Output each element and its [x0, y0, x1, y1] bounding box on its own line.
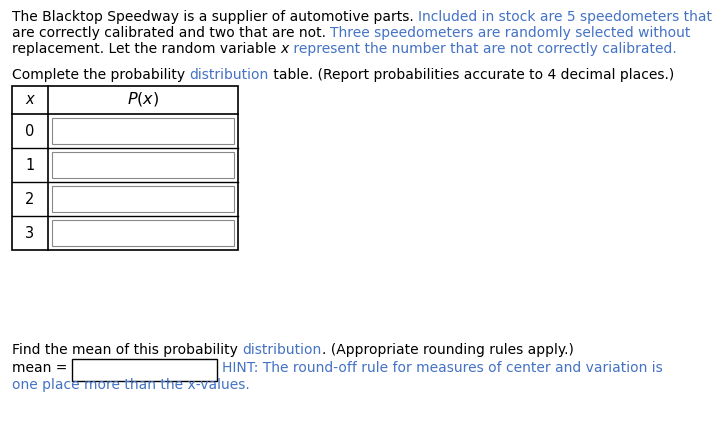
Bar	[52, 118, 234, 144]
Text: $P(x)$: $P(x)$	[127, 90, 159, 108]
Text: distribution: distribution	[242, 343, 322, 357]
Text: table. (Report probabilities accurate to 4 decimal places.): table. (Report probabilities accurate to…	[269, 68, 674, 82]
Text: x: x	[25, 92, 34, 107]
Text: Complete the probability: Complete the probability	[12, 68, 189, 82]
Text: one place more than the x-values.: one place more than the x-values.	[12, 378, 250, 392]
Text: 0: 0	[25, 124, 35, 139]
Text: 3: 3	[25, 226, 34, 241]
Text: are correctly calibrated and two that are not.: are correctly calibrated and two that ar…	[12, 26, 331, 40]
Text: Find the mean of this probability: Find the mean of this probability	[12, 343, 242, 357]
Text: mean =: mean =	[12, 361, 72, 375]
Text: x: x	[280, 42, 289, 56]
Text: replacement. Let the random variable: replacement. Let the random variable	[12, 42, 280, 56]
Text: 2: 2	[25, 192, 35, 207]
Bar	[52, 152, 234, 178]
Bar	[52, 220, 234, 246]
Text: The Blacktop Speedway is a supplier of automotive parts.: The Blacktop Speedway is a supplier of a…	[12, 10, 418, 24]
Text: . (Appropriate rounding rules apply.): . (Appropriate rounding rules apply.)	[322, 343, 574, 357]
Bar	[52, 186, 234, 212]
Text: 1: 1	[25, 158, 35, 173]
Bar	[12, 86, 238, 250]
Text: HINT: The round-off rule for measures of center and variation is: HINT: The round-off rule for measures of…	[222, 361, 662, 375]
Text: distribution: distribution	[189, 68, 269, 82]
Bar	[72, 359, 217, 381]
Text: Three speedometers are randomly selected without: Three speedometers are randomly selected…	[331, 26, 691, 40]
Text: represent the number that are not correctly calibrated.: represent the number that are not correc…	[289, 42, 676, 56]
Text: Included in stock are 5 speedometers that: Included in stock are 5 speedometers tha…	[418, 10, 712, 24]
